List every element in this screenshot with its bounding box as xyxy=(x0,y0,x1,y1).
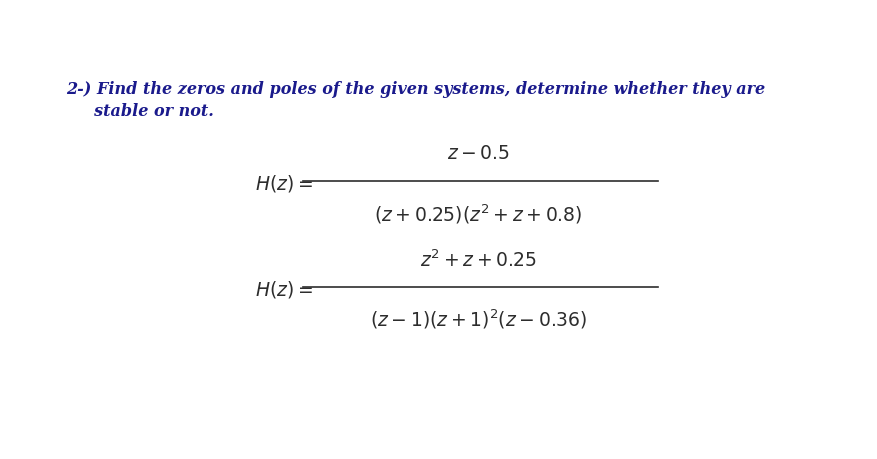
Text: $H(z) = $: $H(z) = $ xyxy=(254,173,312,194)
Text: $z-0.5$: $z-0.5$ xyxy=(446,145,510,163)
Text: $(z-1)(z+1)^2(z-0.36)$: $(z-1)(z+1)^2(z-0.36)$ xyxy=(369,307,587,331)
Text: $H(z) = $: $H(z) = $ xyxy=(254,279,312,300)
Text: $(z+0.25)(z^2+z+0.8)$: $(z+0.25)(z^2+z+0.8)$ xyxy=(374,202,581,225)
Text: $z^2+z+0.25$: $z^2+z+0.25$ xyxy=(420,249,536,270)
Text: stable or not.: stable or not. xyxy=(66,103,213,120)
Text: 2-) Find the zeros and poles of the given systems, determine whether they are: 2-) Find the zeros and poles of the give… xyxy=(66,80,764,97)
